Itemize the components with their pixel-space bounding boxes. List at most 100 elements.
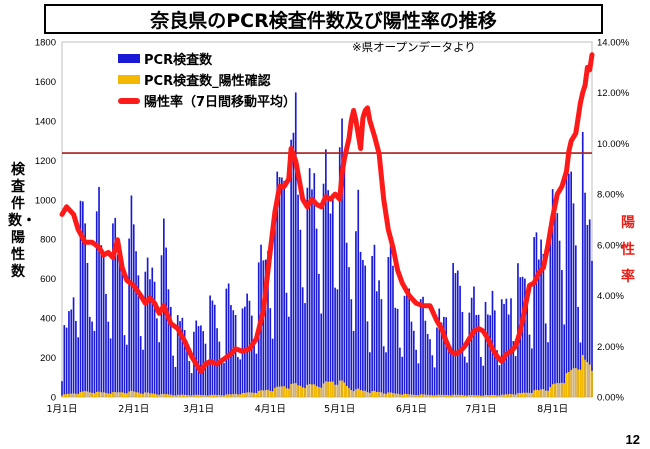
bar-positives [443, 394, 445, 397]
bar-tests [139, 336, 142, 397]
bar-positives [341, 380, 343, 397]
bar-tests [146, 257, 149, 397]
bar-tests [517, 263, 519, 397]
bar-tests [269, 308, 272, 397]
bar-tests [401, 356, 404, 397]
bar-tests [128, 238, 130, 397]
bar-positives [470, 395, 473, 397]
bar-positives [72, 393, 75, 397]
bar-tests [93, 330, 96, 397]
bar-tests [417, 363, 420, 397]
bar-tests [380, 299, 383, 397]
legend-swatch-positives [118, 75, 140, 84]
bar-tests [82, 201, 84, 397]
bar-tests [262, 260, 265, 397]
bar-tests [98, 186, 100, 397]
bar-tests [137, 275, 140, 397]
bar-tests [112, 223, 114, 397]
bar-tests [313, 173, 316, 397]
x-tick-label: 6月1日 [396, 404, 427, 415]
bar-tests [547, 342, 549, 397]
bar-tests [318, 273, 320, 397]
legend: PCR検査数 PCR検査数_陽性確認 陽性率（7日間移動平均） [118, 48, 296, 111]
bar-tests [375, 291, 378, 397]
bar-positives [241, 393, 244, 397]
bar-tests [287, 316, 290, 397]
bar-tests [204, 343, 207, 397]
bar-tests [77, 337, 80, 397]
bar-positives [218, 394, 221, 397]
bar-positives [521, 392, 524, 397]
bar-positives [246, 392, 248, 397]
bar-positives [537, 390, 540, 397]
bar-positives [584, 359, 586, 397]
bar-positives [262, 390, 265, 397]
bar-positives [588, 364, 591, 397]
bar-positives [352, 391, 355, 397]
bar-tests [461, 311, 464, 397]
bar-tests [362, 260, 364, 397]
bar-tests [123, 335, 126, 397]
bar-tests [399, 347, 401, 397]
bar-positives [530, 392, 533, 397]
bar-positives [417, 395, 420, 397]
bar-positives [230, 394, 232, 397]
bar-positives [387, 392, 390, 397]
bar-tests [394, 307, 397, 397]
bar-positives [431, 395, 434, 397]
bar-tests [91, 321, 93, 397]
bar-tests [456, 270, 459, 397]
bar-tests [297, 194, 299, 397]
bar-positives [503, 394, 505, 397]
bar-tests [250, 315, 253, 397]
bar-positives [544, 390, 547, 397]
y2-tick-label: 8.00% [597, 190, 624, 201]
bar-tests [183, 330, 186, 397]
bar-positives [336, 384, 339, 397]
bar-positives [311, 384, 313, 397]
bar-tests [551, 189, 554, 397]
chart-title: 奈良県のPCR検査件数及び陽性率の推移 [44, 4, 603, 34]
bar-positives [412, 394, 415, 397]
bar-tests [415, 349, 417, 397]
bar-tests [153, 281, 156, 397]
bar-positives [213, 394, 216, 397]
bar-tests [443, 316, 445, 397]
bar-positives [125, 393, 128, 397]
bar-positives [415, 395, 417, 397]
bar-tests [447, 343, 450, 397]
bar-positives [514, 394, 517, 397]
bar-tests [132, 224, 135, 397]
bar-positives [63, 394, 66, 397]
bar-tests [505, 298, 508, 397]
bar-positives [100, 392, 103, 397]
bar-tests [568, 173, 570, 397]
bar-positives [123, 393, 126, 397]
bar-tests [556, 213, 559, 397]
bar-tests [528, 334, 531, 397]
bar-tests [540, 239, 542, 397]
bar-positives [253, 392, 255, 397]
bar-positives [146, 392, 149, 397]
bar-positives [151, 393, 154, 397]
bar-tests [433, 367, 436, 397]
bar-positives [399, 394, 401, 397]
bar-tests [172, 355, 174, 397]
bar-tests [422, 296, 424, 397]
bar-tests [223, 362, 225, 397]
bar-tests [549, 242, 552, 397]
bar-tests [119, 257, 121, 397]
bar-positives [375, 391, 378, 397]
bar-positives [350, 390, 353, 397]
bar-positives [477, 395, 480, 397]
bar-positives [572, 368, 575, 397]
bar-positives [75, 393, 77, 397]
bar-positives [264, 390, 267, 397]
bar-positives [244, 392, 246, 397]
bar-positives [285, 388, 288, 397]
bar-tests [322, 183, 325, 397]
bar-tests [253, 341, 255, 397]
bar-positives [493, 395, 496, 397]
x-tick-label: 8月1日 [537, 404, 568, 415]
bar-tests [466, 362, 468, 397]
